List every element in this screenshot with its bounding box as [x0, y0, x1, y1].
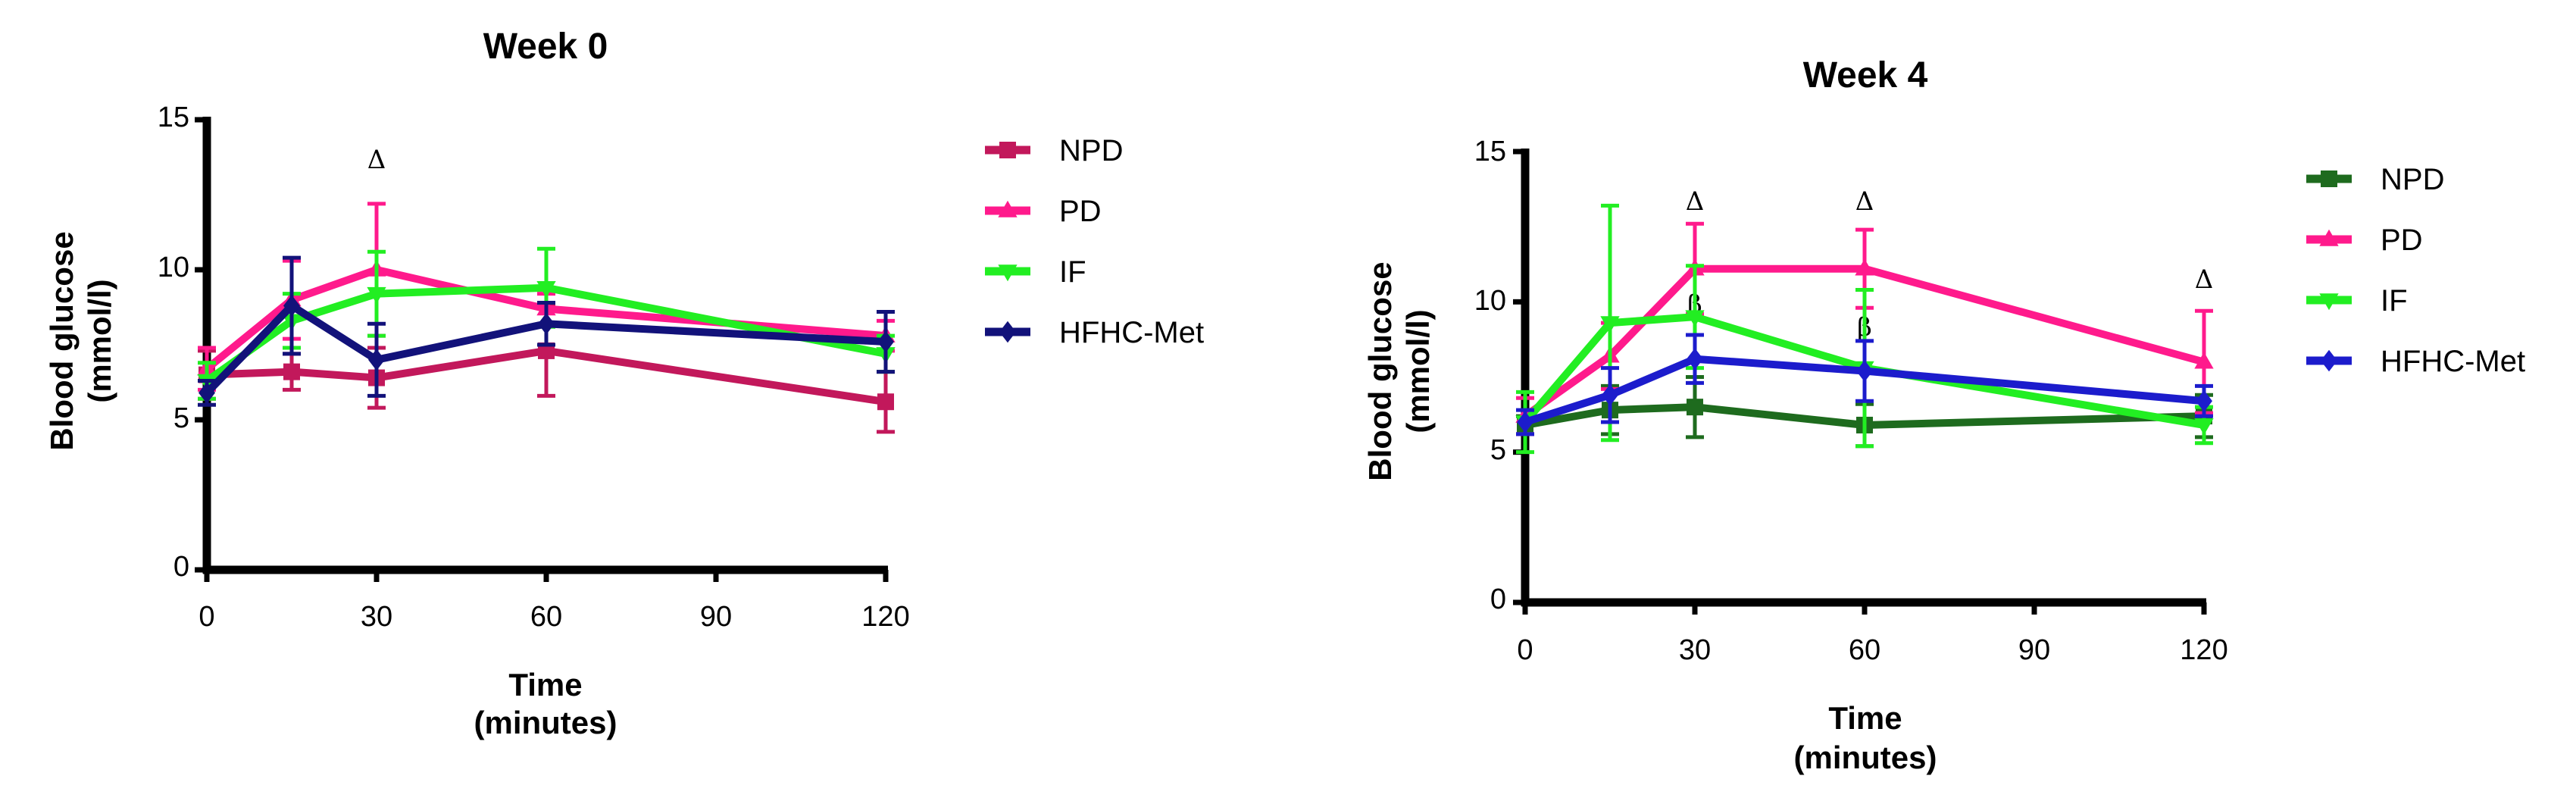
legend-label-pd: PD — [2381, 224, 2423, 257]
y-tick-label: 10 — [1474, 285, 1506, 317]
data-point — [1687, 348, 1703, 370]
data-point — [1687, 399, 1703, 416]
data-point — [1856, 360, 1873, 382]
x-tick-label: 60 — [530, 601, 562, 633]
x-tick-label: 30 — [1679, 634, 1711, 666]
x-tick-label: 90 — [2018, 634, 2050, 666]
legend-label-if: IF — [1059, 255, 1086, 289]
annotation-delta: Δ — [2195, 264, 2214, 295]
data-point — [1855, 258, 1874, 276]
x-tick-label: 90 — [700, 601, 732, 633]
data-point — [2194, 418, 2214, 436]
legend-label-hfhc-met: HFHC-Met — [1059, 316, 1204, 349]
data-point — [368, 349, 385, 371]
legend-label-npd: NPD — [1059, 134, 1123, 167]
chart-title: Week 0 — [483, 27, 608, 67]
y-tick-label: 10 — [158, 252, 189, 283]
legend-swatch-marker — [2319, 293, 2339, 311]
y-tick-label: 15 — [1474, 136, 1506, 167]
legend-swatch-marker — [999, 142, 1016, 158]
data-point — [536, 280, 556, 298]
y-tick-label: 5 — [1490, 434, 1506, 466]
y-tick-label: 0 — [174, 551, 189, 583]
chart-week-0: Week 0 Time (minutes) Blood glucose (mmo… — [44, 27, 1204, 740]
legend-swatch-marker — [2319, 229, 2339, 246]
data-point — [283, 363, 300, 380]
y-axis-label: Blood glucose — [1362, 261, 1398, 480]
y-tick-label: 5 — [174, 402, 189, 434]
legend-label-hfhc-met: HFHC-Met — [2381, 345, 2525, 378]
data-point — [1600, 316, 1620, 333]
annotation-delta: Δ — [367, 145, 386, 175]
x-axis-label-units: (minutes) — [1794, 740, 1937, 775]
legend-swatch-marker — [2321, 349, 2337, 372]
data-point — [2194, 352, 2214, 369]
data-point — [2196, 389, 2212, 412]
data-point — [199, 382, 215, 404]
series-hfhc-met — [198, 255, 1030, 407]
chart-marks-layer — [195, 117, 2352, 615]
x-tick-label: 120 — [2180, 634, 2227, 666]
y-tick-label: 0 — [1490, 583, 1506, 615]
series-pd — [1515, 221, 2352, 436]
data-point — [367, 286, 386, 304]
chart-0-marks — [195, 117, 1030, 582]
chart-1-marks — [1513, 149, 2352, 615]
chart-title: Week 4 — [1803, 55, 1928, 95]
y-axis-label: Blood glucose — [44, 231, 80, 450]
data-point — [538, 312, 555, 335]
legend-swatch-marker — [998, 200, 1018, 217]
data-point — [1685, 310, 1705, 327]
x-axis-label-units: (minutes) — [474, 705, 617, 740]
legend-label-npd: NPD — [2381, 163, 2444, 196]
x-tick-label: 0 — [1517, 634, 1533, 666]
legend-swatch-marker — [998, 264, 1018, 282]
y-axis-label-units: (mmol/l) — [82, 279, 117, 402]
legend-swatch-marker — [2321, 170, 2337, 187]
x-tick-label: 120 — [861, 601, 909, 633]
series-if — [197, 246, 1030, 401]
x-tick-label: 30 — [361, 601, 392, 633]
y-tick-label: 15 — [158, 102, 189, 133]
data-point — [1602, 384, 1618, 406]
data-point — [1517, 411, 1533, 433]
series-npd — [1516, 170, 2352, 449]
series-hfhc-met — [1516, 333, 2352, 436]
legend-label-pd: PD — [1059, 195, 1102, 228]
y-axis-label-units: (mmol/l) — [1400, 309, 1436, 433]
x-axis-label: Time — [508, 667, 582, 702]
legend-swatch-marker — [999, 321, 1016, 343]
chart-week-4: Week 4 Time (minutes) Blood glucose (mmo… — [1362, 55, 2525, 775]
legend-label-if: IF — [2381, 284, 2408, 318]
annotation-delta: Δ — [1855, 186, 1874, 217]
data-point — [877, 393, 894, 411]
data-point — [877, 330, 894, 353]
x-tick-label: 0 — [199, 601, 214, 633]
x-axis-label: Time — [1828, 700, 1902, 736]
x-tick-label: 60 — [1849, 634, 1880, 666]
annotation-delta: Δ — [1686, 186, 1705, 217]
data-point — [283, 295, 300, 317]
